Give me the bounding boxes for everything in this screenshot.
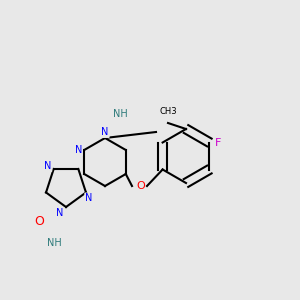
Text: O: O — [136, 181, 146, 191]
Text: CH3: CH3 — [159, 107, 177, 116]
Text: N: N — [56, 208, 64, 218]
Text: NH: NH — [46, 238, 62, 248]
Text: N: N — [74, 145, 82, 155]
Text: N: N — [101, 127, 109, 137]
Text: O: O — [34, 215, 44, 228]
Text: N: N — [85, 194, 93, 203]
Text: N: N — [44, 161, 51, 171]
Text: F: F — [215, 137, 222, 148]
Text: NH: NH — [112, 109, 128, 119]
